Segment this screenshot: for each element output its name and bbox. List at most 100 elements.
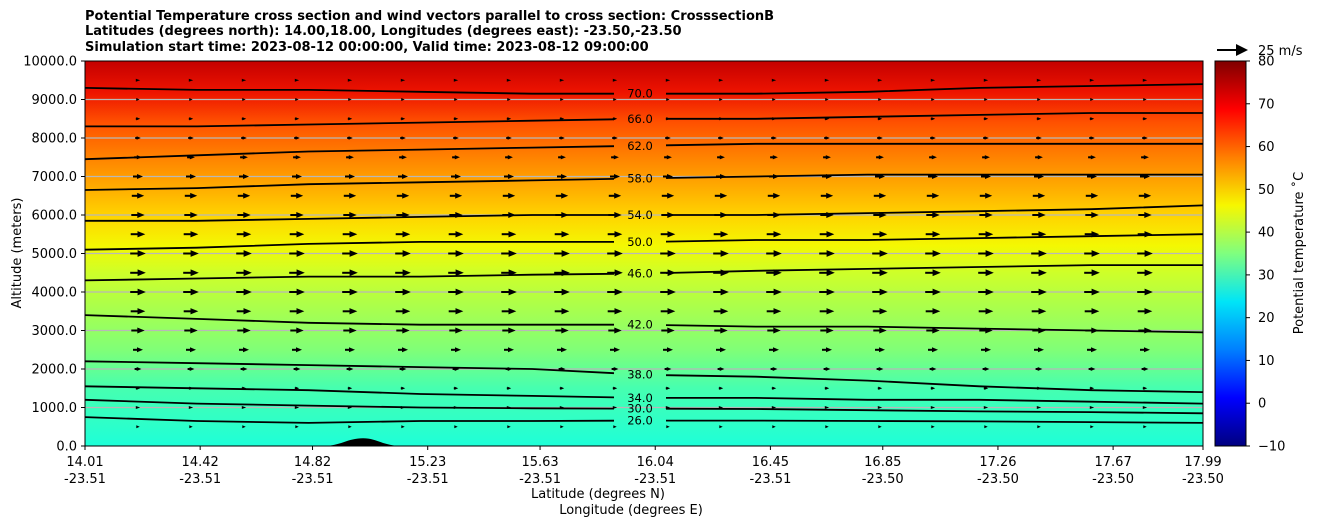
wind-arrow-head [402, 192, 410, 199]
wind-arrow-head [667, 212, 675, 218]
wind-arrow-head [401, 117, 406, 121]
wind-arrow-head [1091, 212, 1099, 218]
wind-arrow-head [878, 98, 882, 101]
wind-arrow-head [561, 174, 567, 179]
wind-arrow-head [402, 250, 411, 257]
wind-arrow [1142, 406, 1148, 409]
wind-arrow-head [773, 212, 781, 218]
wind-arrow-head [136, 155, 142, 160]
wind-arrow [241, 78, 247, 82]
wind-arrow-head [932, 192, 940, 199]
wind-arrow-head [931, 367, 937, 371]
wind-arrow-head [826, 347, 832, 353]
wind-arrow [824, 406, 830, 409]
wind-arrow-head [137, 250, 146, 257]
colorbar-tick-label: 10 [1258, 354, 1275, 369]
wind-arrow-head [879, 250, 888, 257]
wind-arrow-head [296, 327, 304, 334]
wind-arrow-head [1037, 367, 1043, 371]
wind-arrow-head [402, 174, 408, 179]
wind-arrow-head [243, 212, 251, 218]
wind-arrow-head [773, 308, 782, 315]
x-axis-label-longitude: Longitude (degrees E) [559, 503, 703, 518]
wind-arrow-head [1037, 136, 1042, 140]
wind-arrow-head [1091, 250, 1100, 257]
wind-arrow-head [932, 288, 941, 296]
wind-arrow [347, 406, 353, 409]
wind-arrow-head [1144, 174, 1150, 179]
wind-arrow-head [932, 250, 941, 257]
wind-arrow-head [1091, 347, 1097, 353]
wind-arrow-head [508, 250, 517, 257]
x-tick-label-lon: -23.51 [634, 472, 676, 487]
wind-arrow-head [349, 174, 355, 179]
wind-arrow-head [296, 250, 305, 257]
wind-arrow-head [455, 308, 464, 315]
wind-arrow-head [190, 288, 199, 296]
wind-arrow-head [402, 231, 411, 238]
wind-arrow-head [984, 136, 989, 140]
wind-arrow-head [508, 327, 516, 334]
wind-arrow-head [190, 250, 199, 257]
wind-arrow-head [296, 174, 302, 179]
y-tick-label: 10000.0 [23, 55, 77, 70]
wind-arrow-head [879, 308, 888, 315]
wind-arrow-head [720, 192, 728, 199]
wind-arrow-head [242, 117, 247, 121]
wind-arrow-head [825, 386, 830, 390]
wind-arrow-head [667, 174, 673, 179]
x-tick-label-lat: 14.82 [294, 455, 331, 470]
contour-line [666, 397, 1203, 405]
wind-arrow-head [614, 231, 623, 238]
wind-arrow-head [349, 327, 357, 334]
wind-arrow-head [455, 347, 461, 353]
wind-arrow-head [402, 347, 408, 353]
wind-arrow-head [719, 98, 723, 101]
wind-arrow [878, 425, 882, 429]
wind-arrow-head [667, 327, 675, 334]
wind-arrow-head [1144, 347, 1150, 353]
x-tick-label-lat: 16.04 [637, 455, 674, 470]
wind-arrow-head [1143, 117, 1148, 121]
wind-arrow-head [666, 367, 672, 371]
wind-arrow [401, 425, 405, 429]
contour-line [85, 360, 615, 375]
wind-arrow-head [508, 192, 516, 199]
wind-arrow-head [719, 386, 724, 390]
wind-arrow-head [455, 192, 463, 199]
wind-arrow-head [1091, 174, 1097, 179]
wind-arrow-head [826, 192, 834, 199]
contour-line [665, 142, 1203, 147]
wind-arrow-head [349, 212, 357, 218]
colorbar-tick-label: 60 [1258, 140, 1275, 155]
wind-arrow [506, 406, 512, 409]
wind-arrow-head [561, 231, 570, 238]
wind-arrow [559, 406, 565, 409]
y-tick-label: 1000.0 [32, 401, 78, 416]
wind-arrow [930, 406, 936, 409]
wind-arrow-head [190, 308, 199, 315]
wind-arrow-head [136, 386, 141, 390]
wind-arrow-head [1037, 386, 1042, 390]
wind-arrow-head [402, 212, 410, 218]
wind-arrow-head [243, 231, 252, 238]
colorbar-tick-label: 80 [1258, 55, 1275, 70]
chart-title-line-2: Latitudes (degrees north): 14.00,18.00, … [85, 24, 682, 39]
contour-label: 46.0 [627, 267, 653, 281]
y-tick-label: 9000.0 [32, 93, 78, 108]
contour-line [665, 233, 1203, 243]
wind-arrow [400, 406, 406, 409]
wind-arrow-head [137, 212, 145, 218]
wind-arrow [984, 425, 988, 429]
wind-arrow-head [666, 155, 672, 160]
wind-arrow-head [137, 327, 145, 334]
contour-line [85, 214, 614, 222]
wind-arrow-head [985, 192, 993, 199]
wind-arrow-head [190, 269, 199, 277]
wind-arrow-head [508, 174, 514, 179]
wind-arrow-head [1091, 192, 1099, 199]
colorbar-tick-label: 30 [1258, 268, 1275, 283]
wind-arrow-head [295, 117, 300, 121]
wind-arrow-head [878, 136, 883, 140]
wind-arrow-head [772, 136, 777, 140]
